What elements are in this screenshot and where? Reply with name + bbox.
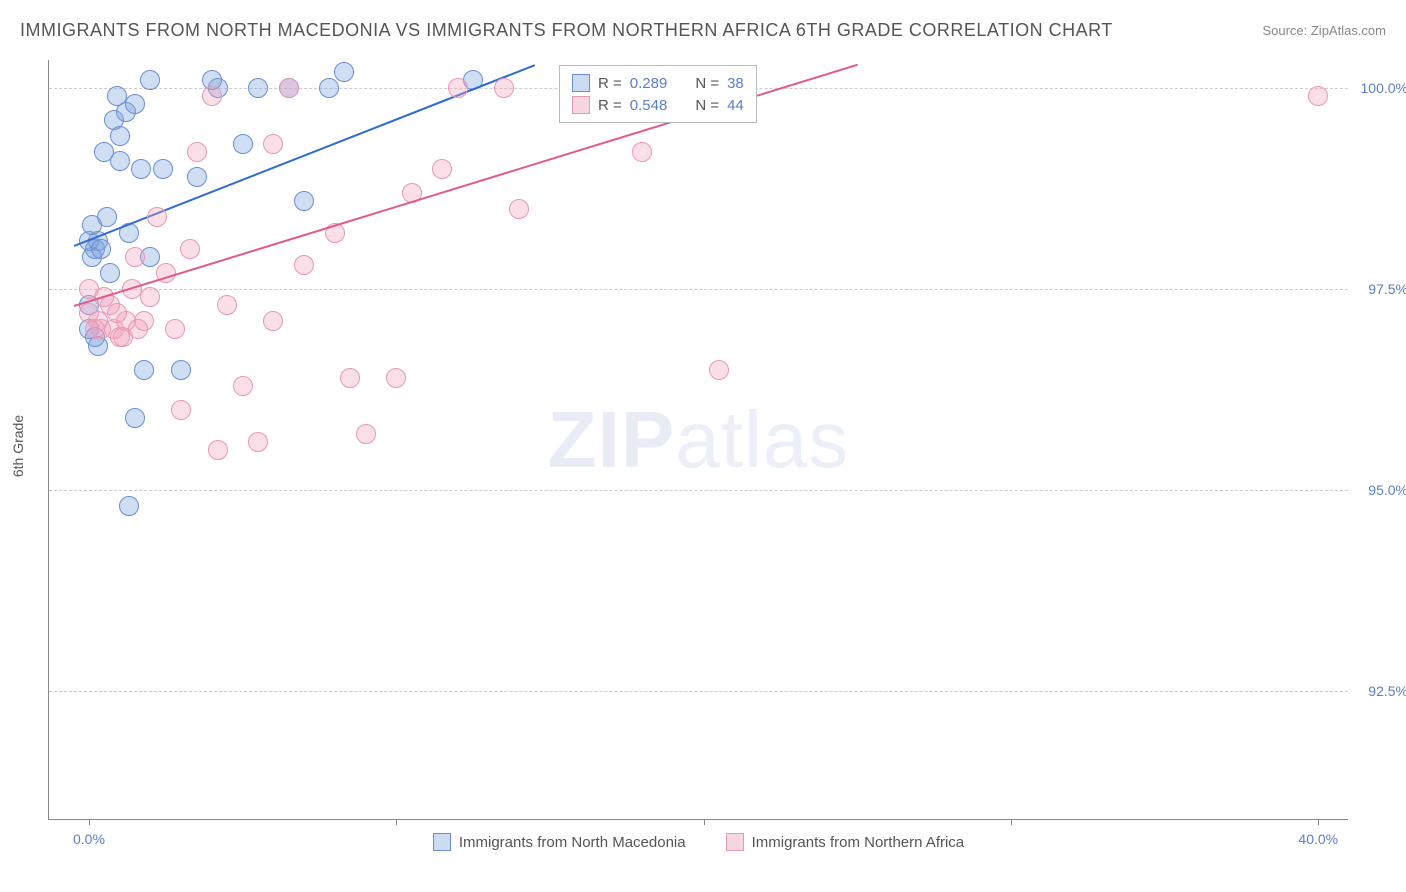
watermark-bold: ZIP [548,395,675,484]
watermark-light: atlas [675,395,849,484]
scatter-point [100,263,120,283]
scatter-point [334,62,354,82]
scatter-point [171,360,191,380]
scatter-point [294,255,314,275]
x-tick-mark [89,819,90,825]
legend-item: Immigrants from North Macedonia [433,833,686,851]
legend-n-value: 44 [727,97,744,114]
scatter-point [107,86,127,106]
scatter-point [233,376,253,396]
scatter-point [263,134,283,154]
scatter-point [131,159,151,179]
legend-r-label: R = [598,97,622,114]
scatter-point [263,311,283,331]
legend-stats: R = 0.289 N = 38 R = 0.548 N = 44 [559,65,757,123]
scatter-point [91,239,111,259]
legend-r-value: 0.289 [630,75,668,92]
scatter-point [632,142,652,162]
scatter-point [171,400,191,420]
legend-swatch [572,96,590,114]
scatter-point [147,207,167,227]
scatter-point [187,167,207,187]
legend-n-label: N = [695,97,719,114]
title-bar: IMMIGRANTS FROM NORTH MACEDONIA VS IMMIG… [20,20,1386,41]
scatter-point [202,86,222,106]
x-tick-label: 40.0% [1298,831,1338,847]
x-tick-label: 0.0% [73,831,105,847]
scatter-point [432,159,452,179]
scatter-point [140,287,160,307]
legend-stats-row: R = 0.289 N = 38 [572,72,744,94]
y-tick-label: 100.0% [1353,80,1406,96]
legend-swatch [433,833,451,851]
plot-area: ZIPatlas Immigrants from North Macedonia… [48,60,1348,820]
scatter-point [208,440,228,460]
scatter-point [709,360,729,380]
scatter-point [217,295,237,315]
legend-r-value: 0.548 [630,97,668,114]
watermark: ZIPatlas [548,394,849,486]
scatter-point [91,319,111,339]
y-tick-label: 97.5% [1353,281,1406,297]
source-attribution: Source: ZipAtlas.com [1262,23,1386,38]
scatter-point [494,78,514,98]
scatter-point [125,94,145,114]
scatter-point [119,496,139,516]
scatter-point [319,78,339,98]
legend-stats-row: R = 0.548 N = 44 [572,94,744,116]
scatter-point [140,70,160,90]
scatter-point [128,319,148,339]
legend-swatch [726,833,744,851]
gridline-horizontal [49,289,1348,290]
scatter-point [448,78,468,98]
legend-series-name: Immigrants from North Macedonia [459,834,686,851]
scatter-point [248,78,268,98]
scatter-point [180,239,200,259]
scatter-point [125,408,145,428]
scatter-point [248,432,268,452]
scatter-point [134,360,154,380]
source-value: ZipAtlas.com [1311,23,1386,38]
scatter-point [1308,86,1328,106]
scatter-point [97,207,117,227]
x-tick-mark [1011,819,1012,825]
y-tick-label: 95.0% [1353,482,1406,498]
chart-title: IMMIGRANTS FROM NORTH MACEDONIA VS IMMIG… [20,20,1113,41]
scatter-point [110,126,130,146]
scatter-point [279,78,299,98]
x-tick-mark [704,819,705,825]
source-label: Source: [1262,23,1310,38]
y-axis-label: 6th Grade [10,415,26,477]
scatter-point [187,142,207,162]
scatter-point [294,191,314,211]
scatter-point [153,159,173,179]
scatter-point [125,247,145,267]
legend-n-value: 38 [727,75,744,92]
scatter-point [509,199,529,219]
gridline-horizontal [49,691,1348,692]
legend-swatch [572,74,590,92]
scatter-point [386,368,406,388]
scatter-point [340,368,360,388]
scatter-point [79,279,99,299]
x-tick-mark [1318,819,1319,825]
legend-series-name: Immigrants from Northern Africa [752,834,965,851]
x-tick-mark [396,819,397,825]
legend-bottom: Immigrants from North Macedonia Immigrant… [49,833,1348,851]
scatter-point [356,424,376,444]
scatter-point [107,303,127,323]
legend-r-label: R = [598,75,622,92]
legend-n-label: N = [695,75,719,92]
scatter-point [165,319,185,339]
y-tick-label: 92.5% [1353,683,1406,699]
scatter-point [110,151,130,171]
legend-item: Immigrants from Northern Africa [726,833,965,851]
scatter-point [233,134,253,154]
gridline-horizontal [49,490,1348,491]
